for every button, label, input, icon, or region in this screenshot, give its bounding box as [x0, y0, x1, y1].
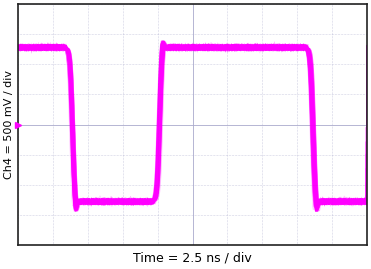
Y-axis label: Ch4 = 500 mV / div: Ch4 = 500 mV / div: [4, 70, 14, 179]
X-axis label: Time = 2.5 ns / div: Time = 2.5 ns / div: [133, 252, 252, 265]
